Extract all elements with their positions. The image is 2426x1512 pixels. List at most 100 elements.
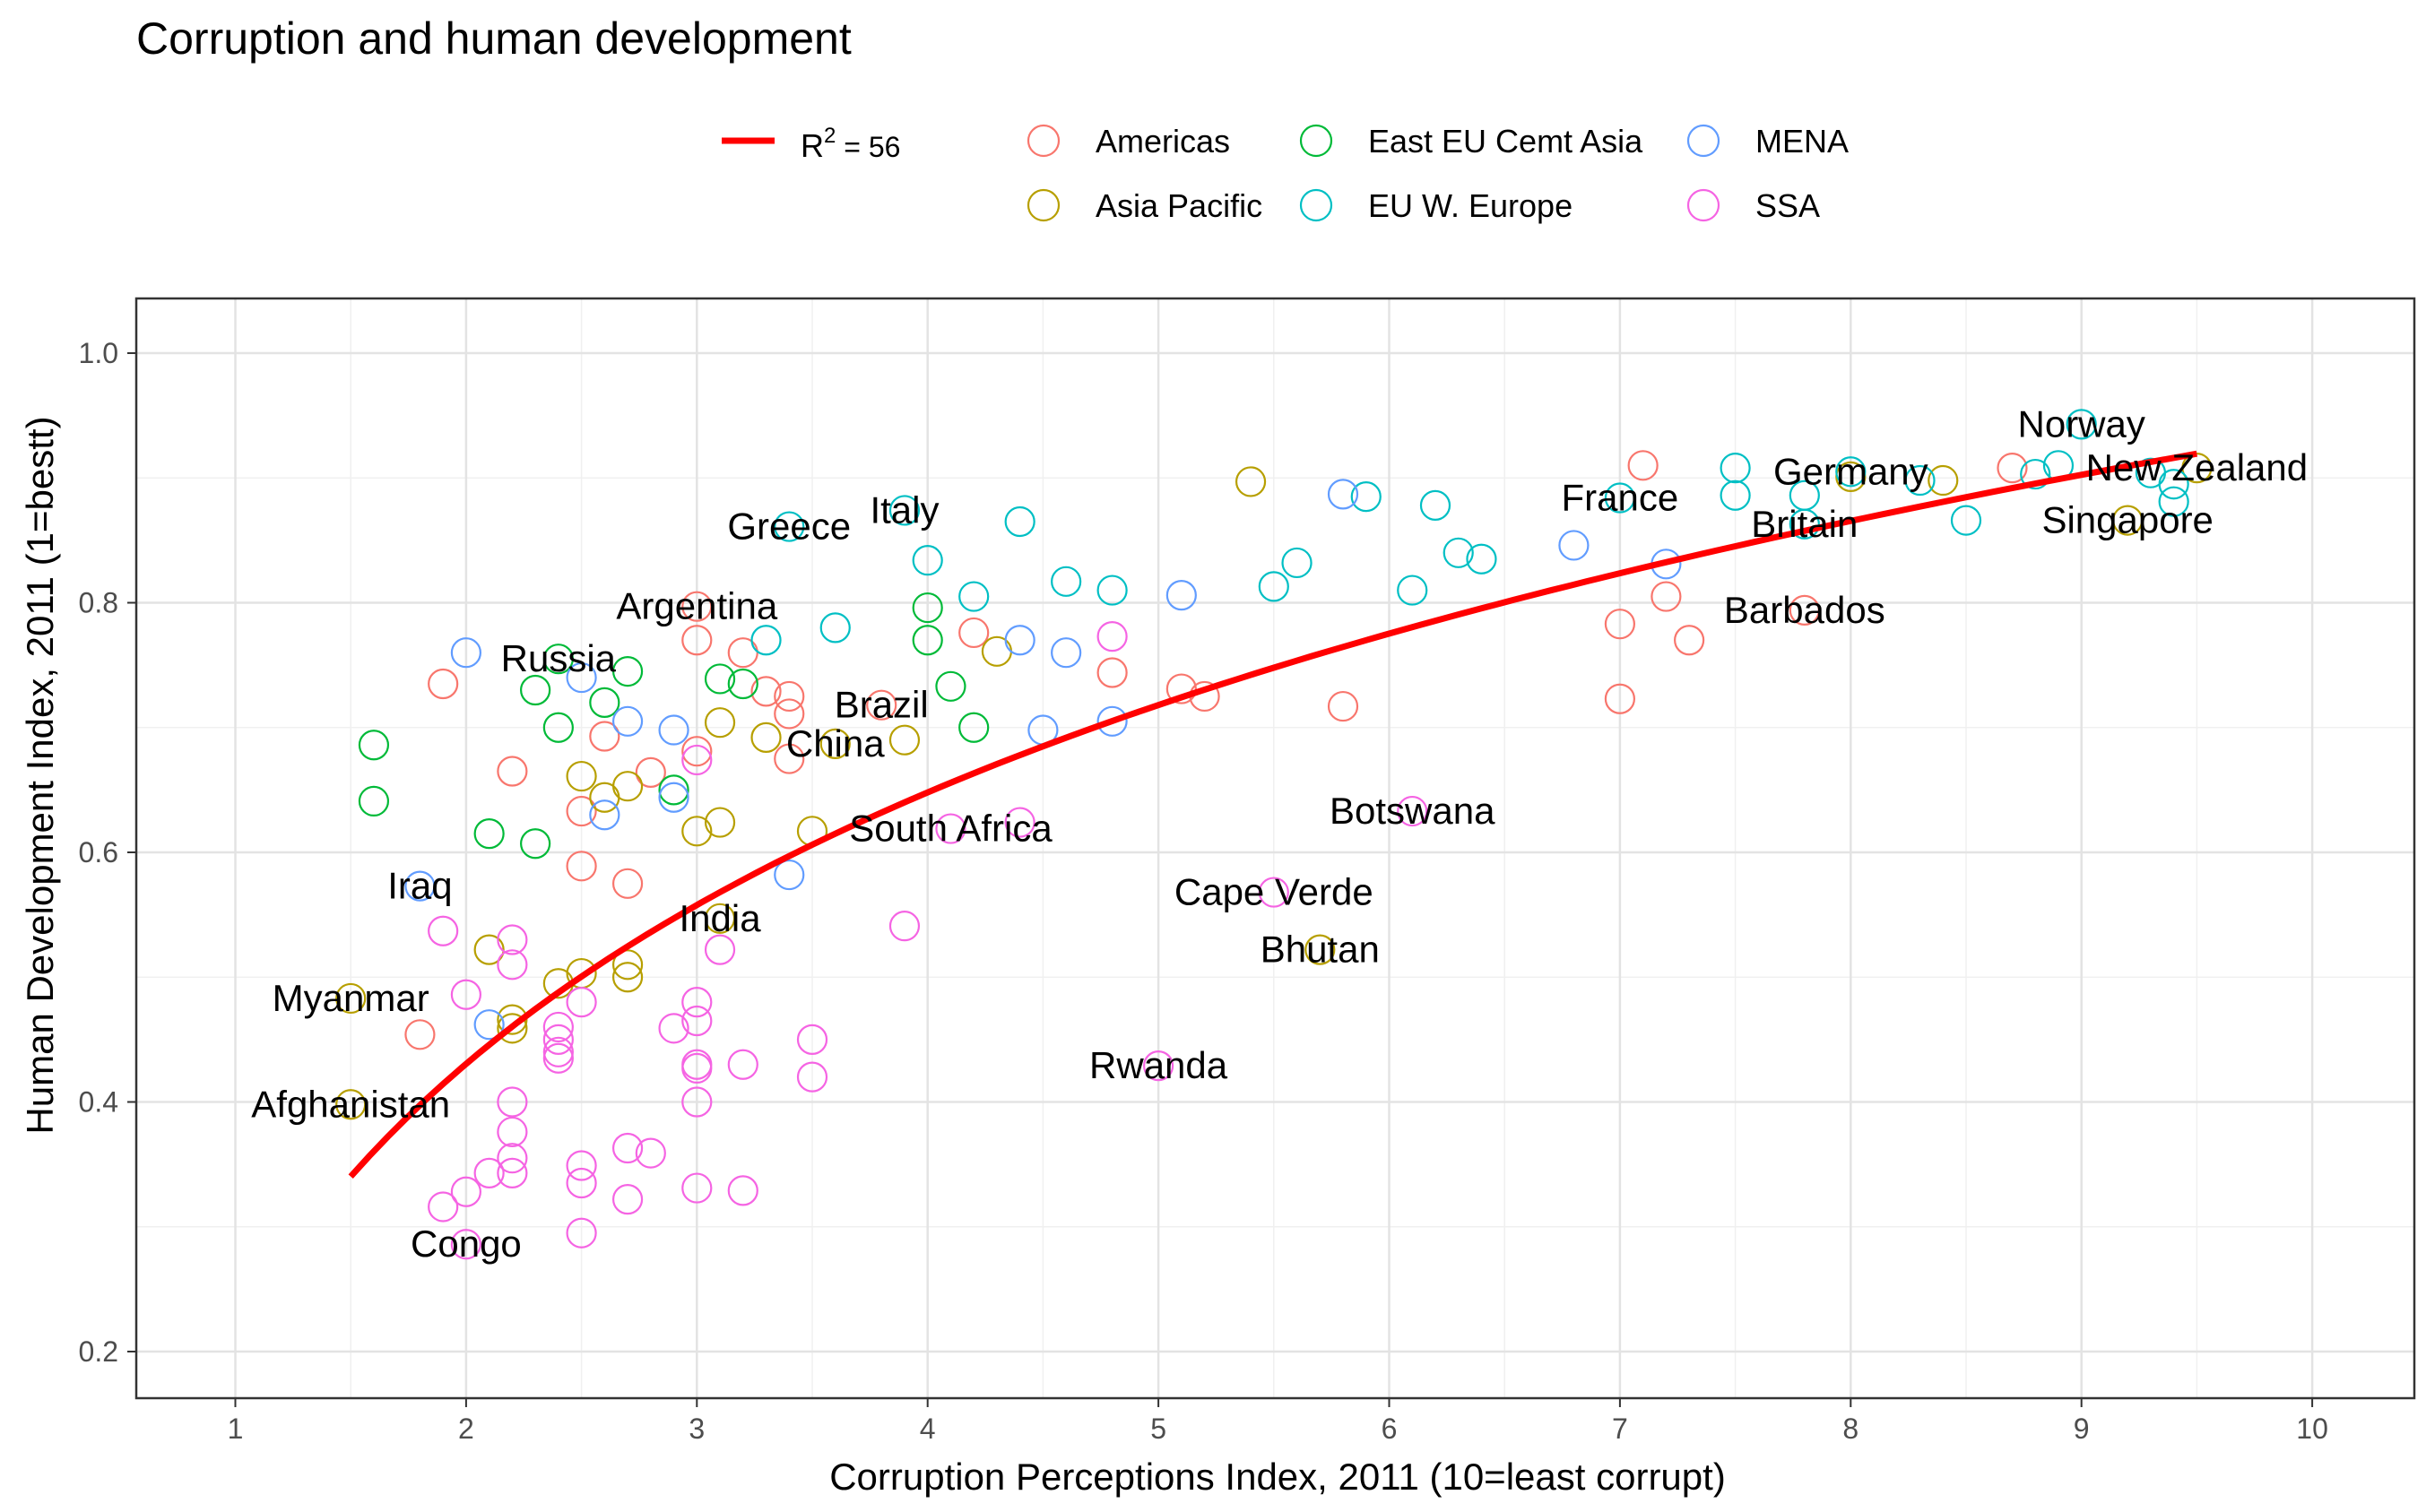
data-point <box>2158 469 2189 500</box>
data-point <box>635 1137 666 1169</box>
y-tick-label: 0.2 <box>79 1335 118 1368</box>
legend-item: MENA <box>1686 123 1849 160</box>
data-point <box>658 1013 689 1044</box>
data-point <box>727 1175 758 1206</box>
data-point <box>473 818 505 850</box>
legend-label: EU W. Europe <box>1368 187 1573 224</box>
legend-swatch <box>1299 188 1333 222</box>
data-point <box>750 676 782 707</box>
x-tick-label: 9 <box>2074 1413 2090 1445</box>
data-point <box>542 1024 574 1055</box>
data-point <box>1327 690 1359 722</box>
data-point <box>1604 609 1636 640</box>
data-point <box>727 668 758 700</box>
data-point <box>1789 594 1820 626</box>
point-label: India <box>680 897 762 939</box>
data-point <box>404 1019 436 1050</box>
data-point <box>866 689 897 721</box>
point-label: Italy <box>870 488 939 531</box>
data-point <box>1720 480 1751 511</box>
data-point <box>704 934 736 965</box>
data-point <box>1096 705 1128 737</box>
data-point <box>497 1116 528 1148</box>
point-label: Germany <box>1773 450 1928 492</box>
data-point <box>1397 795 1428 827</box>
data-point <box>704 707 736 739</box>
point-label: Russia <box>501 637 617 679</box>
data-point <box>727 1049 758 1080</box>
point-label: Rwanda <box>1089 1044 1228 1086</box>
data-point <box>912 545 943 576</box>
data-point <box>611 949 644 981</box>
data-point <box>704 903 736 934</box>
data-point <box>1604 683 1636 714</box>
data-point <box>611 705 644 737</box>
data-point <box>404 870 436 902</box>
point-label: New Zealand <box>2086 446 2308 488</box>
data-point <box>912 592 943 624</box>
data-point <box>1051 637 1082 669</box>
data-point <box>1904 464 1936 497</box>
data-point <box>497 756 528 787</box>
data-point <box>520 828 551 860</box>
data-point <box>1327 479 1359 510</box>
data-point <box>611 1132 644 1164</box>
data-point <box>819 612 851 644</box>
data-point <box>888 495 921 526</box>
data-point <box>704 663 736 695</box>
data-point <box>2020 458 2051 490</box>
data-point <box>589 687 620 719</box>
point-label: South Africa <box>849 808 1053 850</box>
data-point <box>1004 625 1035 656</box>
legend-item: SSA <box>1686 187 1820 224</box>
legend-item: Asia Pacific <box>1027 187 1262 224</box>
data-point <box>958 581 990 612</box>
data-point <box>1350 481 1382 513</box>
point-label: Bhutan <box>1261 929 1380 971</box>
data-point <box>542 1042 574 1074</box>
data-point <box>497 1004 528 1035</box>
point-label: Brazil <box>835 684 929 726</box>
data-point <box>566 661 597 694</box>
x-tick-label: 4 <box>920 1413 936 1445</box>
data-point <box>796 1024 828 1055</box>
data-point <box>935 670 966 702</box>
grid <box>136 298 2414 1398</box>
data-point <box>611 962 644 993</box>
data-point <box>658 782 689 813</box>
legend-swatch <box>1686 124 1720 158</box>
data-point <box>428 1191 459 1223</box>
legend-label: Americas <box>1096 123 1230 160</box>
point-label: Afghanistan <box>251 1083 450 1125</box>
data-point <box>335 1089 367 1120</box>
data-point <box>542 1011 574 1043</box>
data-point <box>819 728 851 759</box>
data-point <box>335 982 367 1015</box>
data-point <box>704 807 736 838</box>
data-point <box>1096 620 1128 652</box>
legend-swatch <box>1027 124 1061 158</box>
data-point <box>658 714 689 746</box>
data-point <box>1674 625 1705 656</box>
data-point <box>774 698 805 730</box>
data-point <box>750 625 782 656</box>
data-point <box>566 851 597 882</box>
legend-item: East EU Cemt Asia <box>1299 123 1643 160</box>
series-east-eu-cemt-asia <box>358 592 990 860</box>
series-americas <box>404 450 2028 1050</box>
x-tick-label: 7 <box>1612 1413 1628 1445</box>
data-point <box>497 949 528 981</box>
y-tick-label: 0.6 <box>79 836 118 868</box>
data-point <box>681 816 713 847</box>
point-label: Botswana <box>1330 790 1495 832</box>
point-label: Cape Verde <box>1174 871 1373 913</box>
data-point <box>888 911 921 942</box>
data-point <box>428 915 459 946</box>
data-point <box>1604 482 1636 514</box>
series-mena <box>404 479 1682 1041</box>
data-point <box>1997 453 2028 484</box>
data-point <box>1165 580 1197 611</box>
